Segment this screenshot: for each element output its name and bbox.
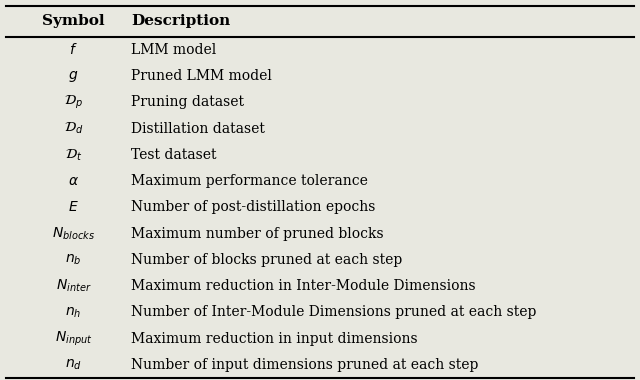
Text: Maximum reduction in Inter-Module Dimensions: Maximum reduction in Inter-Module Dimens… (131, 279, 476, 293)
Text: Symbol: Symbol (42, 14, 105, 28)
Text: $\alpha$: $\alpha$ (68, 174, 79, 188)
Text: $n_d$: $n_d$ (65, 358, 82, 372)
Text: Maximum number of pruned blocks: Maximum number of pruned blocks (131, 227, 384, 241)
Text: $\mathcal{D}_d$: $\mathcal{D}_d$ (64, 121, 83, 136)
Text: $N_{blocks}$: $N_{blocks}$ (52, 225, 95, 242)
Text: LMM model: LMM model (131, 43, 216, 57)
Text: $N_{input}$: $N_{input}$ (55, 329, 92, 348)
Text: Number of input dimensions pruned at each step: Number of input dimensions pruned at eac… (131, 358, 479, 372)
Text: $N_{inter}$: $N_{inter}$ (56, 278, 92, 294)
Text: $E$: $E$ (68, 201, 79, 214)
Text: Distillation dataset: Distillation dataset (131, 122, 265, 136)
Text: Pruning dataset: Pruning dataset (131, 95, 244, 109)
Text: Number of Inter-Module Dimensions pruned at each step: Number of Inter-Module Dimensions pruned… (131, 306, 536, 320)
Text: Description: Description (131, 14, 230, 28)
Text: $\mathcal{D}_p$: $\mathcal{D}_p$ (64, 94, 83, 111)
Text: Pruned LMM model: Pruned LMM model (131, 69, 272, 83)
Text: Maximum reduction in input dimensions: Maximum reduction in input dimensions (131, 332, 418, 346)
Text: $n_h$: $n_h$ (65, 305, 82, 320)
Text: Test dataset: Test dataset (131, 148, 217, 162)
Text: Maximum performance tolerance: Maximum performance tolerance (131, 174, 368, 188)
Text: $f$: $f$ (69, 43, 78, 57)
Text: $g$: $g$ (68, 69, 79, 84)
Text: $n_b$: $n_b$ (65, 253, 82, 267)
Text: Number of blocks pruned at each step: Number of blocks pruned at each step (131, 253, 403, 267)
Text: $\mathcal{D}_t$: $\mathcal{D}_t$ (65, 147, 83, 163)
Text: Number of post-distillation epochs: Number of post-distillation epochs (131, 201, 376, 214)
